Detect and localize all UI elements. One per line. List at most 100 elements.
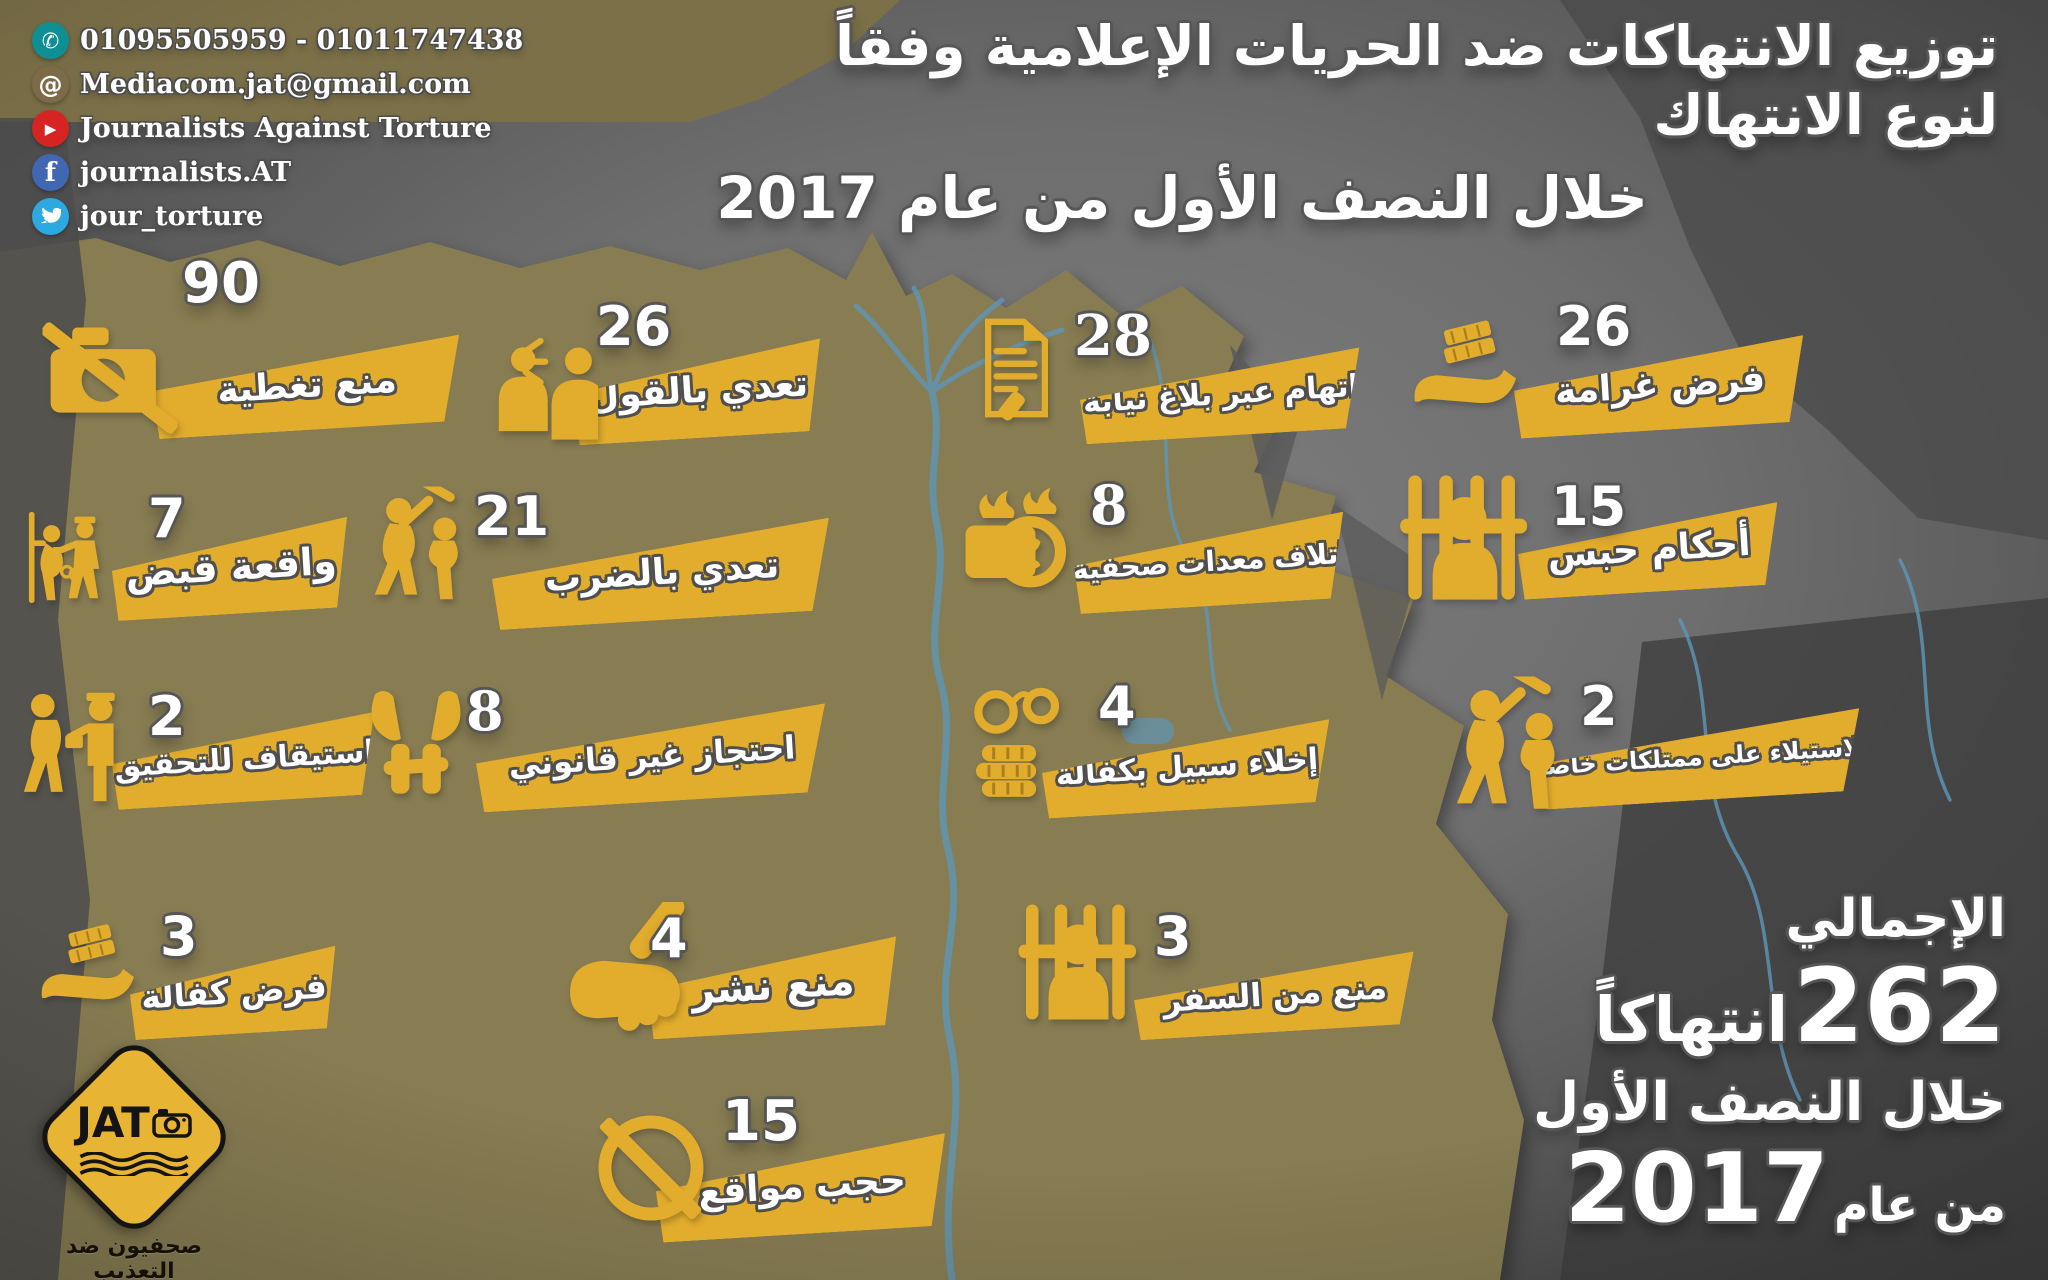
contact-block: ✆ 01095505959 - 01011747438 @ Mediacom.j…: [32, 22, 523, 235]
violation-count: 26: [596, 295, 672, 358]
violation-label: اتهام عبر بلاغ نيابة: [1082, 368, 1360, 420]
jat-waves-icon: [79, 1152, 189, 1176]
total-count-line: 262 انتهاكاً: [1486, 953, 2006, 1061]
twitter-handle: jour_torture: [80, 201, 264, 232]
contact-email-row: @ Mediacom.jat@gmail.com: [32, 66, 523, 103]
equipment-destruction-icon: [958, 478, 1083, 613]
violation-label: إتلاف معدات صحفية: [1071, 536, 1349, 586]
violation-count: 28: [1074, 303, 1152, 369]
violation-label: فرض كفالة: [139, 965, 328, 1017]
phone-numbers: 01095505959 - 01011747438: [80, 25, 524, 56]
violation-item: استيقاف للتحقيق 2: [18, 668, 383, 830]
jat-camera-icon: [152, 1108, 192, 1138]
violation-label: منع من السفر: [1161, 968, 1388, 1020]
violation-count: 4: [650, 907, 688, 970]
prosecution-report-icon: [964, 302, 1069, 434]
facebook-icon: f: [32, 154, 69, 191]
violation-item: فرض غرامة 26: [1408, 300, 1808, 432]
total-year-line: من عام 2017: [1486, 1139, 2006, 1240]
property-seizure-icon: [1442, 668, 1577, 820]
violation-count: 26: [1556, 295, 1632, 358]
violation-label: إخلاء سبيل بكفالة: [1054, 741, 1320, 793]
violation-count: 2: [1580, 675, 1618, 738]
violation-item: واقعة قبض 7: [26, 492, 356, 624]
violation-banner: واقعة قبض: [109, 517, 352, 621]
violation-item: إتلاف معدات صحفية 8: [958, 476, 1353, 616]
total-period-prefix: من عام: [1834, 1178, 2006, 1234]
prison-bars-icon: [1396, 470, 1534, 605]
contact-youtube-row: ▶ Journalists Against Torture: [32, 110, 523, 147]
twitter-icon: [32, 198, 69, 235]
violation-count: 15: [1551, 475, 1627, 538]
violation-label: احتجاز غير قانوني: [507, 728, 797, 784]
violation-banner: منع تغطية: [150, 335, 465, 440]
violation-item: إخلاء سبيل بكفالة 4: [958, 675, 1343, 814]
verbal-assault-icon: [478, 326, 603, 441]
contact-facebook-row: f journalists.AT: [32, 154, 523, 191]
title-line-1: توزيع الانتهاكات ضد الحريات الإعلامية وف…: [835, 14, 1998, 147]
jat-logo-inner: JAT: [38, 1041, 230, 1233]
camera-ban-icon: [40, 310, 180, 445]
violation-count: 15: [722, 1089, 800, 1154]
total-count-suffix: انتهاكاً: [1594, 983, 1788, 1057]
block-sign-icon: [592, 1108, 710, 1228]
violation-item: منع من السفر 3: [1012, 892, 1417, 1037]
total-count: 262: [1793, 947, 2006, 1067]
jat-logo-diamond: JAT: [30, 1033, 238, 1241]
violation-banner: احتجاز غير قانوني: [474, 703, 831, 812]
total-summary: الإجمالي 262 انتهاكاً خلال النصف الأول م…: [1486, 889, 2006, 1240]
jat-logo: JAT صحفيون ضد التعذيب Journalists Agains…: [28, 1033, 240, 1280]
bound-hands-icon: [362, 670, 470, 818]
violation-item: أحكام حبس 15: [1396, 470, 1791, 605]
violation-item: تعدي بالقول 26: [478, 298, 828, 443]
violation-count: 8: [1090, 473, 1128, 537]
email-address: Mediacom.jat@gmail.com: [80, 69, 471, 100]
violation-count: 4: [1098, 675, 1136, 738]
violation-item: منع تغطية 90: [40, 256, 470, 447]
violation-item: الاستيلاء على ممتلكات خاصة 2: [1442, 668, 1867, 823]
jat-logo-text: JAT: [76, 1098, 150, 1147]
beating-icon: [362, 468, 477, 620]
violation-label: تعدي بالقول: [586, 362, 810, 418]
total-label: الإجمالي: [1785, 889, 2006, 949]
violation-item: تعدي بالضرب 21: [362, 468, 837, 626]
total-year: 2017: [1564, 1134, 1829, 1245]
arrest-icon: [26, 494, 121, 619]
youtube-icon: ▶: [32, 110, 69, 147]
violation-label: الاستيلاء على ممتلكات خاصة: [1531, 732, 1870, 782]
total-period: خلال النصف الأول: [1533, 1072, 2006, 1134]
page-title: توزيع الانتهاكات ضد الحريات الإعلامية وف…: [716, 12, 1998, 232]
violation-label: فرض غرامة: [1553, 358, 1767, 412]
email-at-icon: @: [32, 66, 69, 103]
violation-count: 8: [466, 679, 504, 743]
travel-gate-icon: [1016, 892, 1141, 1032]
title-line-2: خلال النصف الأول من عام 2017: [716, 163, 1648, 232]
violation-count: 7: [148, 487, 186, 550]
violation-count: 3: [160, 905, 198, 968]
handcuffs-coins-icon: [958, 686, 1086, 804]
violation-item: اتهام عبر بلاغ نيابة 28: [962, 300, 1367, 440]
phone-icon: ✆: [32, 22, 69, 59]
violation-item: منع نشر 4: [545, 902, 910, 1044]
violation-label: تعدي بالضرب: [543, 544, 781, 600]
contact-twitter-row: jour_torture: [32, 198, 523, 235]
writing-hand-icon: [545, 902, 730, 1042]
jat-caption-arabic: صحفيون ضد التعذيب: [65, 1234, 203, 1280]
stop-investigation-icon: [18, 668, 136, 826]
violation-count: 90: [182, 251, 260, 316]
violation-item: حجب مواقع 15: [590, 1094, 955, 1238]
fine-money-icon: [1408, 318, 1523, 428]
violation-count: 3: [1154, 905, 1192, 968]
violation-label: حجب مواقع: [696, 1159, 907, 1213]
violation-item: احتجاز غير قانوني 8: [362, 670, 837, 822]
bail-money-icon: [38, 916, 138, 1028]
youtube-channel: Journalists Against Torture: [80, 113, 492, 144]
violation-count: 2: [148, 685, 186, 748]
violation-label: منع تغطية: [216, 359, 398, 411]
facebook-handle: journalists.AT: [80, 157, 292, 188]
violation-item: فرض كفالة 3: [38, 905, 353, 1040]
violation-count: 21: [474, 485, 550, 548]
contact-phone-row: ✆ 01095505959 - 01011747438: [32, 22, 523, 59]
